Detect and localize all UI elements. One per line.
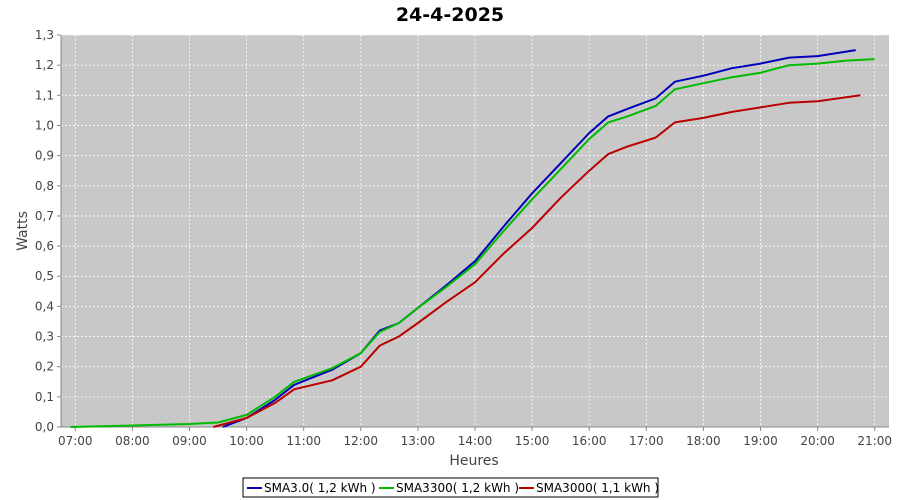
x-tick-label: 16:00 [572, 434, 607, 448]
y-tick-label: 0,5 [35, 269, 54, 283]
legend-label-sma3000: SMA3000( 1,1 kWh ) [536, 481, 659, 495]
legend: SMA3.0( 1,2 kWh ) SMA3300( 1,2 kWh ) SMA30… [242, 477, 659, 498]
y-tick-label: 0,9 [35, 149, 54, 163]
y-tick-label: 0,0 [35, 420, 54, 434]
series-line-sma3.0 [222, 49, 856, 428]
y-tick-label: 0,4 [35, 299, 54, 313]
y-tick-label: 1,2 [35, 58, 54, 72]
grid-lines [61, 34, 889, 427]
y-axis-title: Watts [15, 211, 31, 251]
x-tick-label: 09:00 [172, 434, 207, 448]
x-tick-label: 19:00 [743, 434, 778, 448]
series-lines [70, 49, 875, 428]
y-tick-label: 0,7 [35, 209, 54, 223]
y-tick-label: 0,3 [35, 330, 54, 344]
x-axis-title: Heures [449, 453, 498, 469]
x-tick-label: 17:00 [629, 434, 664, 448]
x-tick-label: 10:00 [229, 434, 264, 448]
x-tick-label: 12:00 [343, 434, 378, 448]
legend-box [242, 477, 659, 498]
axis-ticks: 0,0 0,1 0,2 0,3 0,4 0,5 0,6 0,7 0,8 0,9 1,0 1,1 1,2 1… [35, 28, 892, 448]
x-tick-label: 07:00 [58, 434, 93, 448]
x-tick-label: 13:00 [401, 434, 436, 448]
y-tick-label: 0,6 [35, 239, 54, 253]
x-tick-label: 15:00 [515, 434, 550, 448]
x-tick-label: 21:00 [857, 434, 892, 448]
series-line-sma3300 [70, 58, 875, 428]
y-tick-label: 1,3 [35, 28, 54, 42]
y-tick-label: 0,2 [35, 360, 54, 374]
chart-title: 24-4-2025 [396, 4, 504, 26]
y-tick-label: 1,0 [35, 118, 54, 132]
x-tick-label: 14:00 [458, 434, 493, 448]
x-tick-label: 20:00 [800, 434, 835, 448]
legend-label-sma3.0: SMA3.0( 1,2 kWh ) [264, 481, 376, 495]
y-tick-label: 0,1 [35, 390, 54, 404]
y-tick-label: 0,8 [35, 179, 54, 193]
y-tick-label: 1,1 [35, 88, 54, 102]
legend-label-sma3300: SMA3300( 1,2 kWh ) [396, 481, 519, 495]
x-tick-label: 08:00 [115, 434, 150, 448]
series-line-sma3000 [213, 94, 861, 428]
x-tick-label: 18:00 [686, 434, 721, 448]
x-tick-label: 11:00 [286, 434, 321, 448]
